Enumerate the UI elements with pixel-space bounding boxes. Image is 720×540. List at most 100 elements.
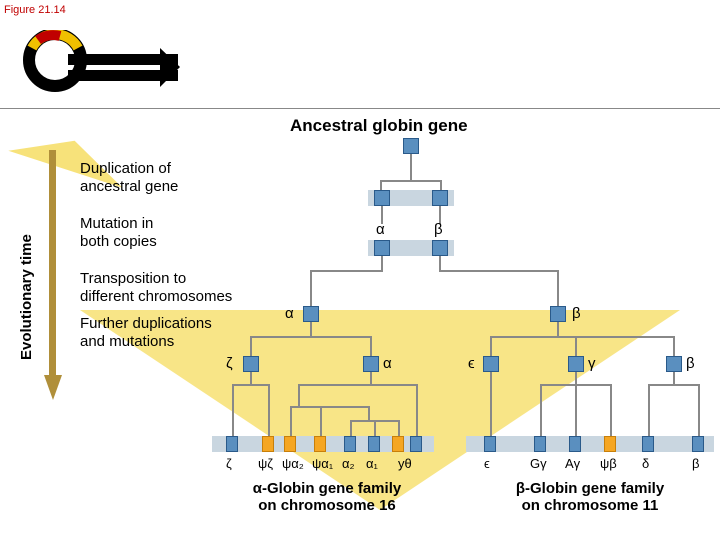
t-a2	[344, 436, 356, 452]
tree-line	[250, 336, 252, 356]
gene-beta2	[550, 306, 566, 322]
tree-line	[575, 372, 577, 384]
tree-line	[673, 372, 675, 384]
label-gamma: γ	[588, 355, 596, 372]
gene-epsilon	[483, 356, 499, 372]
gene-dup1	[374, 190, 390, 206]
label-epsilon: ϵ	[468, 355, 475, 372]
t-psizeta	[262, 436, 274, 452]
tree-line	[490, 372, 492, 436]
gene-dup2	[432, 190, 448, 206]
beta-family-label: β-Globin gene family on chromosome 11	[490, 480, 690, 514]
step-transposition: Transposition to different chromosomes	[80, 270, 232, 306]
tree-line	[557, 322, 559, 336]
label-beta: β	[434, 221, 443, 238]
t-eps	[484, 436, 496, 452]
tree-line	[648, 384, 650, 436]
tree-line	[490, 336, 675, 338]
tree-line	[232, 384, 270, 386]
tree-line	[575, 384, 577, 436]
tree-line	[298, 384, 418, 386]
tree-line	[320, 406, 322, 436]
label-beta3: β	[686, 355, 695, 372]
tree-line	[440, 180, 442, 190]
tree-line	[268, 384, 270, 436]
t-zeta	[226, 436, 238, 452]
gene-alpha2	[303, 306, 319, 322]
tree-line	[673, 336, 675, 356]
label-beta2: β	[572, 305, 581, 322]
step-further: Further duplications and mutations	[80, 315, 212, 351]
tree-line	[610, 384, 612, 436]
tree-line	[439, 256, 441, 270]
gene-gamma	[568, 356, 584, 372]
tree-line	[298, 384, 300, 406]
t-a1	[368, 436, 380, 452]
tl10: Aγ	[565, 456, 580, 471]
gene-ancestral	[403, 138, 419, 154]
tl12: δ	[642, 456, 649, 471]
tree-line	[370, 372, 372, 384]
tree-line	[290, 406, 292, 436]
tree-line	[310, 270, 312, 306]
gene-alpha	[374, 240, 390, 256]
tree-line	[398, 420, 400, 436]
tree-line	[381, 256, 383, 270]
tree-line	[557, 270, 559, 306]
tree-line	[310, 322, 312, 336]
tl8: ϵ	[484, 456, 490, 471]
figure-label: Figure 21.14	[4, 4, 66, 16]
t-ytheta	[392, 436, 404, 452]
gene-beta3	[666, 356, 682, 372]
axis-label: Evolutionary time	[18, 234, 35, 360]
label-zeta: ζ	[226, 355, 233, 372]
tree-line	[232, 384, 234, 436]
t-psia1	[314, 436, 326, 452]
t-betaT	[692, 436, 704, 452]
divider	[0, 108, 720, 109]
tl1: ζ	[226, 456, 232, 471]
tree-line	[310, 270, 383, 272]
t-Ag	[569, 436, 581, 452]
tl13: β	[692, 456, 699, 471]
chrom-beta-family	[466, 436, 714, 452]
tree-line	[380, 180, 382, 190]
gene-beta	[432, 240, 448, 256]
tree-line	[416, 384, 418, 436]
logo-icon	[20, 30, 180, 110]
tree-line	[410, 154, 412, 180]
tl3: ψα₂	[282, 456, 304, 471]
tl11: ψβ	[600, 456, 617, 471]
gene-zeta	[243, 356, 259, 372]
step-duplication: Duplication of ancestral gene	[80, 160, 178, 196]
tree-line	[290, 406, 370, 408]
tree-line	[540, 384, 542, 436]
t-Gg	[534, 436, 546, 452]
t-psib	[604, 436, 616, 452]
tree-line	[370, 336, 372, 356]
t-delta	[642, 436, 654, 452]
step-mutation: Mutation in both copies	[80, 215, 157, 251]
tree-line	[250, 372, 252, 384]
tree-line	[350, 420, 352, 436]
label-alpha: α	[376, 221, 385, 238]
alpha-family-label: α-Globin gene family on chromosome 16	[232, 480, 422, 514]
page-title: Ancestral globin gene	[290, 116, 468, 136]
label-alpha3: α	[383, 355, 392, 372]
gene-alpha3	[363, 356, 379, 372]
time-arrow-icon	[44, 150, 62, 400]
tree-line	[439, 270, 559, 272]
tree-line	[250, 336, 372, 338]
label-alpha2: α	[285, 305, 294, 322]
tree-line	[380, 180, 442, 182]
tl9: Gγ	[530, 456, 547, 471]
t-ytheta2	[410, 436, 422, 452]
tl2: ψζ	[258, 456, 273, 471]
tl4: ψα₁	[312, 456, 333, 471]
tl7: yθ	[398, 456, 412, 471]
tree-line	[698, 384, 700, 436]
tree-line	[374, 420, 376, 436]
tl5: α₂	[342, 456, 355, 471]
tree-line	[368, 406, 370, 420]
tree-line	[490, 336, 492, 356]
